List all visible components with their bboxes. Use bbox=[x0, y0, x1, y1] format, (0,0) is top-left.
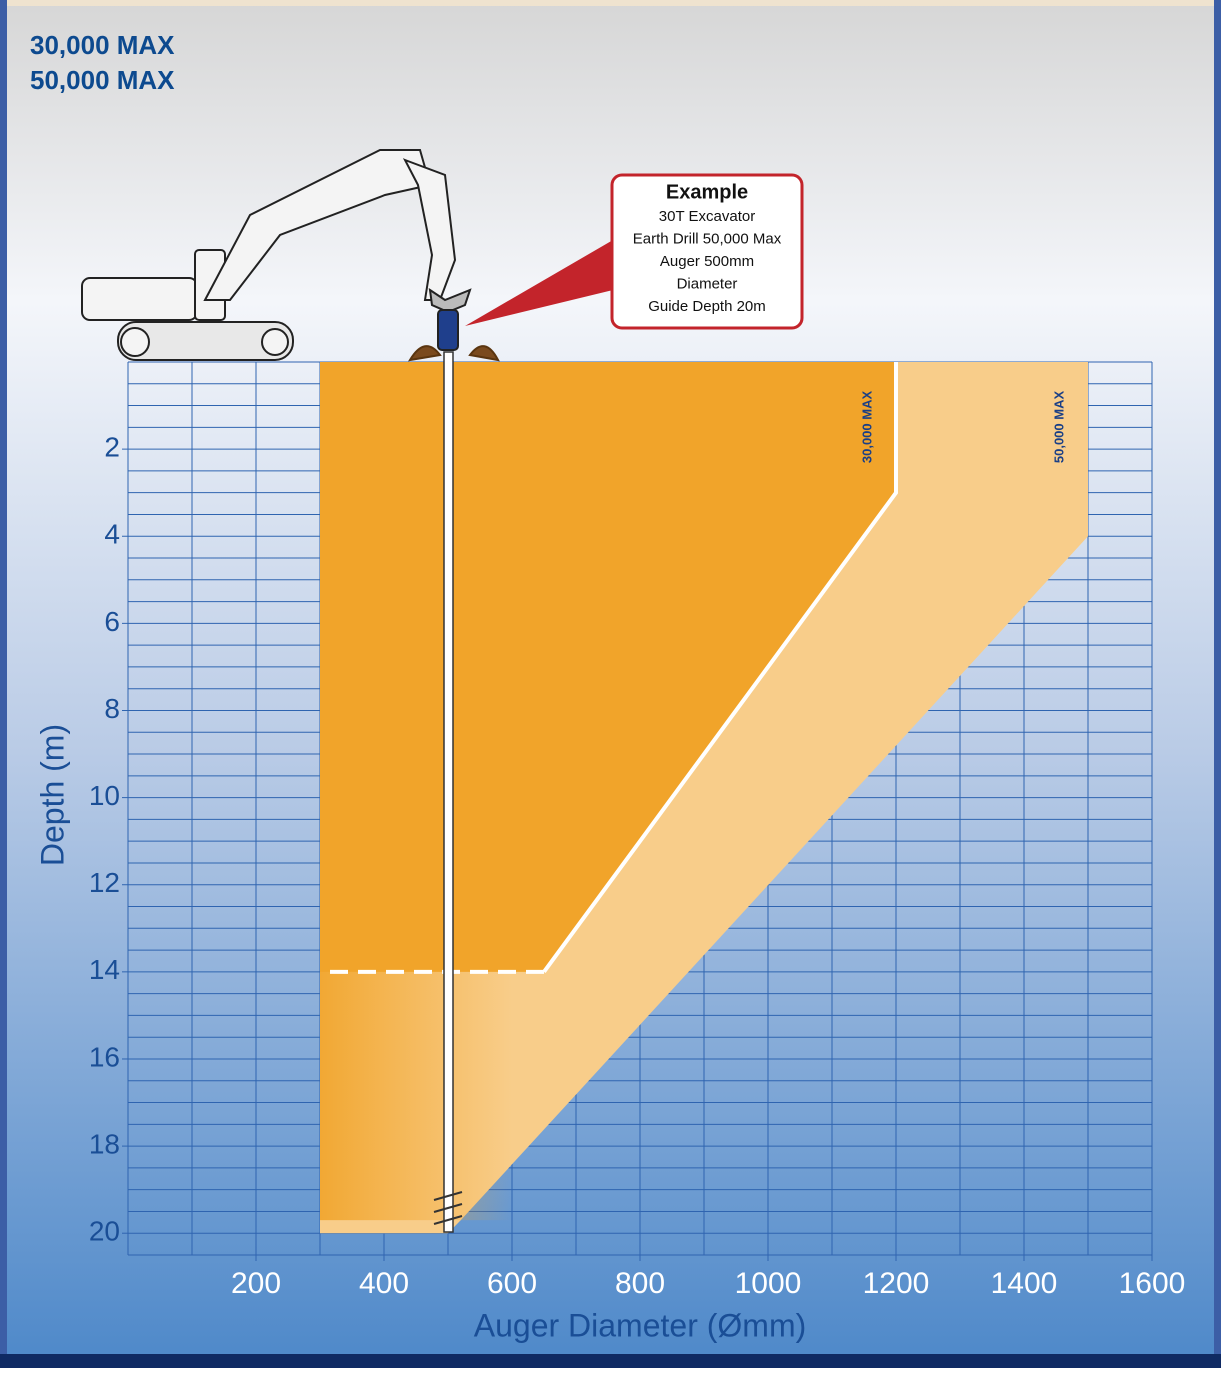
region-shade bbox=[320, 362, 1088, 1221]
bottom-border bbox=[0, 1354, 1221, 1368]
y-axis-title: Depth (m) bbox=[34, 724, 70, 866]
excavator bbox=[81, 149, 500, 362]
top-strip bbox=[0, 0, 1221, 6]
y-tick-label: 12 bbox=[89, 867, 120, 898]
callout-pointer bbox=[465, 240, 613, 326]
y-tick-label: 4 bbox=[104, 519, 120, 550]
y-tick-label: 10 bbox=[89, 780, 120, 811]
y-tick-label: 20 bbox=[89, 1216, 120, 1247]
x-tick-label: 800 bbox=[615, 1267, 665, 1300]
y-tick-label: 2 bbox=[104, 432, 120, 463]
x-tick-label: 1000 bbox=[735, 1267, 802, 1300]
right-border bbox=[1214, 0, 1221, 1368]
callout-line: 30T Excavator bbox=[659, 208, 755, 225]
x-tick-label: 600 bbox=[487, 1267, 537, 1300]
y-tick-label: 14 bbox=[89, 954, 120, 985]
heading: 30,000 MAX bbox=[30, 30, 175, 60]
auger bbox=[433, 351, 463, 1233]
callout-line: Auger 500mm bbox=[660, 253, 754, 270]
x-tick-label: 400 bbox=[359, 1267, 409, 1300]
heading: 50,000 MAX bbox=[30, 65, 175, 95]
region-outline bbox=[542, 362, 898, 974]
y-tick-label: 6 bbox=[104, 606, 120, 637]
callout: Example 30T Excavator Earth Drill 50,000 … bbox=[465, 173, 804, 330]
x-tick-label: 1200 bbox=[863, 1267, 930, 1300]
callout-line: Guide Depth 20m bbox=[648, 298, 766, 315]
callout-box bbox=[610, 173, 804, 330]
x-tick-label: 1600 bbox=[1119, 1267, 1186, 1300]
y-tick-label: 18 bbox=[89, 1128, 120, 1159]
callout-line: Earth Drill 50,000 Max bbox=[633, 230, 782, 247]
callout-title: Example bbox=[666, 181, 748, 203]
x-axis-title: Auger Diameter (Ømm) bbox=[474, 1307, 807, 1343]
callout-line: Diameter bbox=[677, 275, 738, 292]
y-tick-label: 8 bbox=[104, 693, 120, 724]
left-border bbox=[0, 0, 7, 1368]
y-tick-label: 16 bbox=[89, 1041, 120, 1072]
x-tick-label: 1400 bbox=[991, 1267, 1058, 1300]
x-tick-label: 200 bbox=[231, 1267, 281, 1300]
